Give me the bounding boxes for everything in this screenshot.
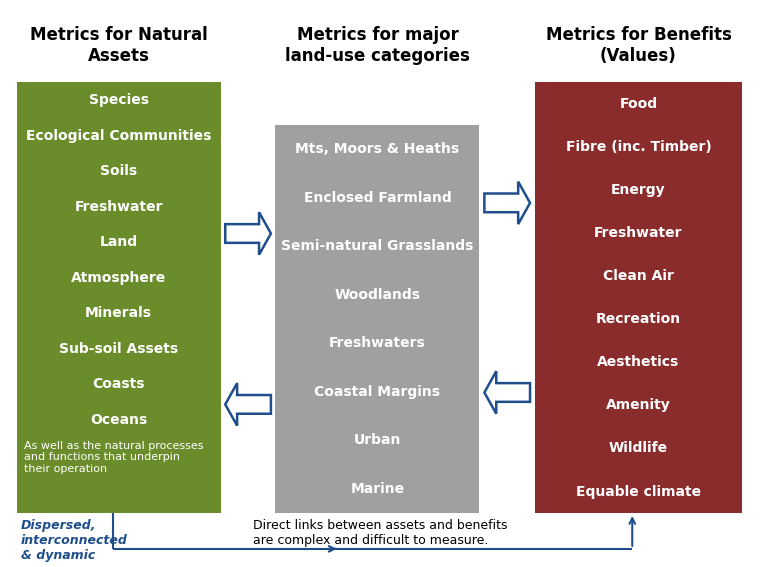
Text: Urban: Urban xyxy=(354,433,401,447)
Text: Energy: Energy xyxy=(611,183,666,197)
Text: Coasts: Coasts xyxy=(93,378,145,391)
Text: Oceans: Oceans xyxy=(90,413,148,427)
Text: Fibre (inc. Timber): Fibre (inc. Timber) xyxy=(565,140,712,154)
Text: Food: Food xyxy=(619,97,658,111)
Text: Semi-natural Grasslands: Semi-natural Grasslands xyxy=(282,239,473,253)
Text: Ecological Communities: Ecological Communities xyxy=(26,129,212,142)
Text: Freshwaters: Freshwaters xyxy=(329,336,426,350)
Polygon shape xyxy=(484,371,530,414)
Text: Amenity: Amenity xyxy=(606,399,671,412)
Text: Metrics for Natural
Assets: Metrics for Natural Assets xyxy=(30,26,208,65)
Bar xyxy=(275,125,479,513)
Text: Freshwater: Freshwater xyxy=(594,226,683,240)
Text: Atmosphere: Atmosphere xyxy=(71,271,167,285)
Bar xyxy=(535,82,742,513)
Text: Woodlands: Woodlands xyxy=(334,287,421,302)
Text: Dispersed,
interconnected
& dynamic: Dispersed, interconnected & dynamic xyxy=(21,519,127,562)
Polygon shape xyxy=(225,383,271,426)
Polygon shape xyxy=(225,212,271,255)
Text: Sub-soil Assets: Sub-soil Assets xyxy=(59,342,178,356)
Text: Soils: Soils xyxy=(100,164,137,178)
Text: Species: Species xyxy=(89,93,148,107)
Text: Recreation: Recreation xyxy=(596,312,681,326)
Text: Clean Air: Clean Air xyxy=(603,269,674,283)
Bar xyxy=(17,82,221,513)
Text: Direct links between assets and benefits
are complex and difficult to measure.: Direct links between assets and benefits… xyxy=(253,519,507,547)
Text: Metrics for major
land-use categories: Metrics for major land-use categories xyxy=(285,26,470,65)
Text: Freshwater: Freshwater xyxy=(75,200,163,214)
Text: Marine: Marine xyxy=(350,482,405,496)
Text: Minerals: Minerals xyxy=(85,306,152,320)
Text: Enclosed Farmland: Enclosed Farmland xyxy=(304,191,451,205)
Text: Mts, Moors & Heaths: Mts, Moors & Heaths xyxy=(295,142,460,156)
Text: Coastal Margins: Coastal Margins xyxy=(314,385,441,399)
Text: Land: Land xyxy=(100,235,138,249)
Text: Metrics for Benefits
(Values): Metrics for Benefits (Values) xyxy=(546,26,731,65)
Polygon shape xyxy=(484,181,530,224)
Text: Wildlife: Wildlife xyxy=(609,442,668,455)
Text: As well as the natural processes
and functions that underpin
their operation: As well as the natural processes and fun… xyxy=(24,441,204,474)
Text: Equable climate: Equable climate xyxy=(576,485,701,498)
Text: Aesthetics: Aesthetics xyxy=(597,356,680,369)
